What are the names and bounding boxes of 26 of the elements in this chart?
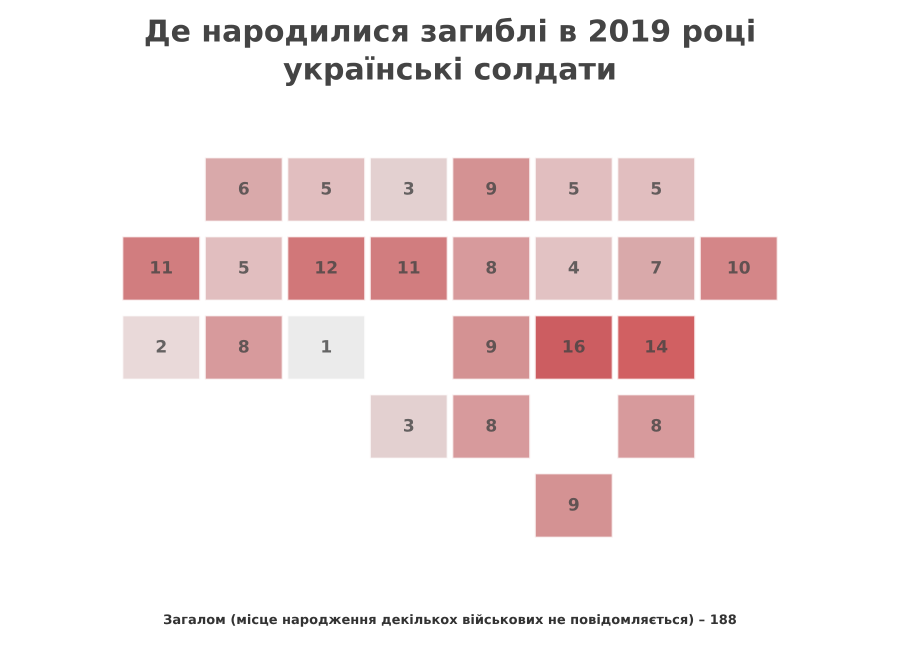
data-label: 9 [568, 496, 580, 516]
data-label: 8 [485, 416, 498, 436]
data-label: 6 [238, 180, 250, 200]
data-label: 8 [238, 338, 250, 358]
data-label: 3 [402, 180, 415, 200]
data-label: 7 [650, 258, 662, 278]
data-label: 12 [314, 258, 338, 278]
data-label: 3 [402, 416, 415, 436]
data-label: 4 [568, 258, 580, 278]
data-label: 14 [644, 338, 668, 358]
data-label: 10 [726, 258, 751, 278]
data-label: 8 [485, 258, 498, 278]
data-label: 2 [155, 338, 168, 358]
data-label: 5 [650, 180, 662, 200]
text: Загалом (місце народження декількох військових не повідомляється) – 188 [163, 613, 737, 628]
data-label: 5 [568, 180, 580, 200]
data-label: 16 [562, 338, 586, 358]
data-label: 9 [485, 180, 498, 200]
data-label: 9 [485, 338, 498, 358]
data-label: 5 [238, 258, 250, 278]
text: Де народилися загиблі в 2019 році українські солдати [144, 14, 756, 88]
data-label: 11 [396, 258, 421, 278]
data-label: 5 [320, 180, 332, 200]
data-label: 8 [650, 416, 662, 436]
data-label: 11 [149, 258, 174, 278]
data-label: 1 [320, 338, 332, 358]
